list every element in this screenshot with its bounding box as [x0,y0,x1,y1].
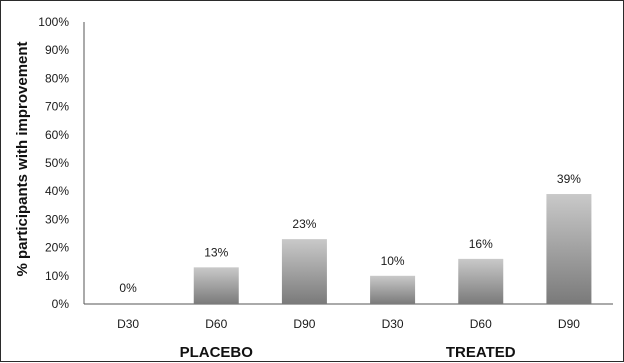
group-labels: PLACEBO TREATED [180,344,516,361]
y-tick-label: 30% [45,212,69,226]
x-tick-label: D90 [558,317,580,331]
x-tick-label: D30 [382,317,404,331]
x-tick-label: D90 [293,317,315,331]
x-tick-label: D60 [205,317,227,331]
bar-value-label: 10% [381,254,405,268]
y-tick-label: 60% [45,128,69,142]
bar [281,239,327,304]
y-tick-label: 80% [45,71,69,85]
data-labels: 0% 13% 23% 10% 16% 39% [119,172,581,295]
x-tick-label: D60 [470,317,492,331]
y-axis-title: % participants with improvement [14,41,31,276]
y-tick-label: 50% [45,156,69,170]
y-tick-label: 0% [52,297,70,311]
bar-value-label: 13% [204,245,228,259]
bar-value-label: 0% [119,281,137,295]
bar [546,194,592,304]
bar [458,258,504,304]
group-label: PLACEBO [180,344,254,361]
y-tick-label: 90% [45,43,69,57]
x-tick-label: D30 [117,317,139,331]
y-tick-label: 40% [45,184,69,198]
bars [193,194,592,304]
y-tick-label: 10% [45,269,69,283]
group-label: TREATED [446,344,516,361]
y-tick-label: 100% [38,15,69,29]
y-tick-label: 70% [45,100,69,114]
bar [193,267,239,304]
bar-value-label: 39% [557,172,581,186]
bar-value-label: 16% [469,237,493,251]
y-axis-ticks: 0% 10% 20% 30% 40% 50% 60% 70% 80% 90% 100% [38,15,69,311]
bar-value-label: 23% [292,217,316,231]
x-axis-ticks: D30 D60 D90 D30 D60 D90 [117,317,580,331]
bar [370,275,416,304]
y-tick-label: 20% [45,241,69,255]
